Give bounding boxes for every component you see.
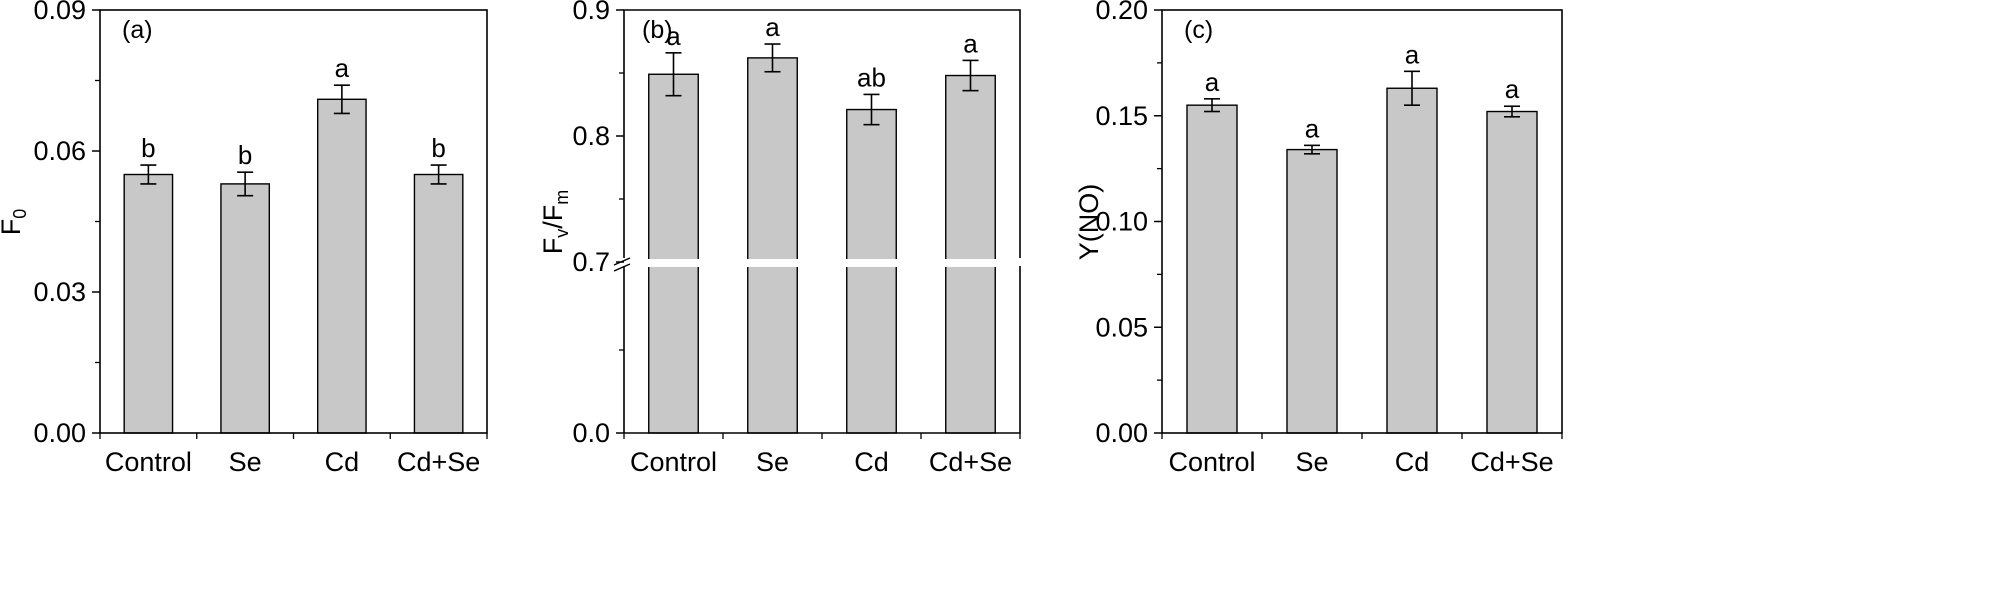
significance-label: a [1405,39,1420,69]
y-tick-label: 0.7 [572,247,610,277]
bar [1186,104,1238,434]
significance-label: b [431,133,445,163]
y-tick-label: 0.03 [33,277,86,307]
significance-label: a [1205,67,1220,97]
y-axis-title-part: /F [538,205,568,229]
bar [413,173,464,434]
significance-label: a [1505,74,1520,104]
bar [945,74,996,434]
y-tick-label: 0.0 [572,418,610,448]
y-axis-title-part: m [552,190,572,205]
bar [1386,87,1438,434]
y-tick-label: 0.8 [572,121,610,151]
y-tick-label: 0.10 [1095,207,1148,237]
significance-label: a [1305,113,1320,143]
x-tick-label: Control [105,447,192,477]
y-tick-label: 0.06 [33,136,86,166]
panel-label: (c) [1184,16,1213,44]
y-axis-title-main: F [0,219,26,236]
bar [123,173,174,434]
y-tick-label: 0.00 [1095,418,1148,448]
x-tick-label: Cd+Se [929,447,1012,477]
bar [1286,148,1338,434]
panel-label: (a) [122,16,153,44]
significance-label: a [765,12,780,42]
x-tick-label: Cd [325,447,360,477]
significance-label: b [141,133,155,163]
bar [220,183,271,434]
chart-panel-2: a Control a Se ab Cd a Cd+Se 0.0 0.7 0.8 0.9 (b) Fv/F… [538,0,1024,477]
y-axis-title-part: v [552,229,572,238]
y-axis-title: Y(NO) [1074,184,1104,261]
y-tick-label: 0.9 [572,0,610,25]
bar [648,73,699,434]
significance-label: a [666,21,681,51]
y-tick-label: 0.15 [1095,101,1148,131]
y-tick-label: 0.05 [1095,312,1148,342]
x-tick-label: Se [229,447,262,477]
chart-panel-3: a Control a Se a Cd a Cd+Se 0.00 0.05 0.10 0.15 0.20… [1074,0,1563,477]
x-tick-label: Control [630,447,717,477]
panel-label: (b) [642,16,673,44]
significance-label: ab [857,62,886,92]
axis-break-gap [620,259,1024,267]
y-axis-title-part: F [538,238,568,255]
bar [846,108,897,434]
x-tick-label: Control [1168,447,1255,477]
x-tick-label: Se [756,447,789,477]
y-axis-title: F0 [0,209,30,236]
bar [747,57,798,434]
significance-label: b [238,140,252,170]
x-tick-label: Se [1295,447,1328,477]
chart-panel-1: b Control b Se a Cd b Cd+Se 0.00 0.03 0.06 0.09 (a) F… [0,0,488,477]
x-tick-label: Cd [854,447,889,477]
x-tick-label: Cd+Se [397,447,480,477]
plot-frame [623,9,1021,258]
bar [1486,110,1538,434]
y-tick-label: 0.09 [33,0,86,25]
y-axis-title-sub: 0 [10,209,30,219]
y-tick-label: 0.20 [1095,0,1148,25]
y-axis-title: Fv/Fm [538,190,572,255]
axis-break-mark [613,263,631,272]
significance-label: a [963,28,978,58]
bar [316,98,367,434]
x-tick-label: Cd [1395,447,1430,477]
y-tick-label: 0.00 [33,418,86,448]
significance-label: a [335,53,350,83]
x-tick-label: Cd+Se [1470,447,1553,477]
